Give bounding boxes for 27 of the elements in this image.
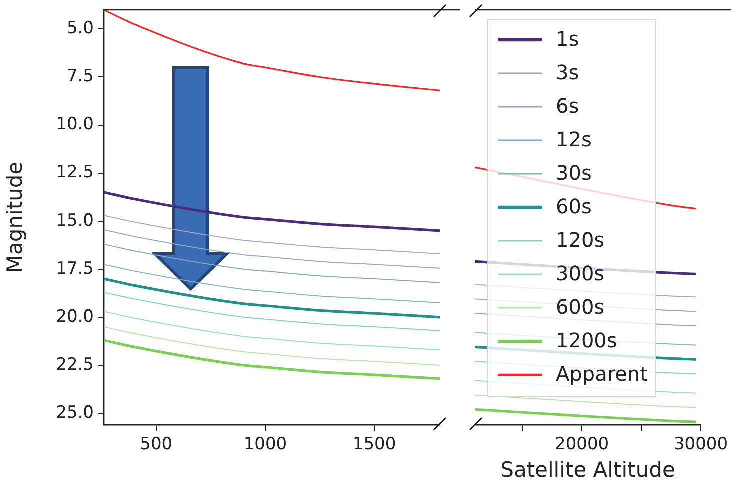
legend-label: 120s (556, 228, 605, 252)
x-tick-label: 1500 (352, 434, 396, 455)
legend-label: 1s (556, 27, 580, 52)
y-tick-label: 7.5 (66, 66, 94, 87)
y-tick-label: 15.0 (56, 210, 94, 231)
y-tick-label: 20.0 (56, 306, 94, 327)
x-tick-label: 500 (140, 434, 173, 455)
x-tick-label: 1000 (244, 434, 288, 455)
legend-label: 6s (556, 94, 580, 118)
legend-label: 3s (556, 60, 580, 85)
x-axis-title: Satellite Altitude (500, 458, 676, 482)
x-tick-label: 20000 (555, 434, 610, 455)
y-tick-label: 25.0 (56, 402, 94, 423)
legend-label: 600s (556, 295, 605, 320)
y-tick-label: 22.5 (56, 354, 94, 375)
legend-label: Apparent (556, 362, 648, 386)
x-tick-label: 30000 (674, 434, 728, 455)
y-tick-label: 10.0 (56, 114, 94, 135)
y-tick-label: 5.0 (66, 18, 94, 39)
legend-label: 300s (556, 262, 605, 286)
legend-label: 12s (556, 128, 592, 152)
legend-label: 60s (556, 194, 592, 219)
legend-label: 30s (556, 161, 592, 186)
y-tick-label: 12.5 (56, 162, 94, 183)
y-axis-title: Magnitude (3, 162, 28, 274)
legend-label: 1200s (556, 328, 618, 353)
y-tick-label: 17.5 (56, 258, 94, 279)
